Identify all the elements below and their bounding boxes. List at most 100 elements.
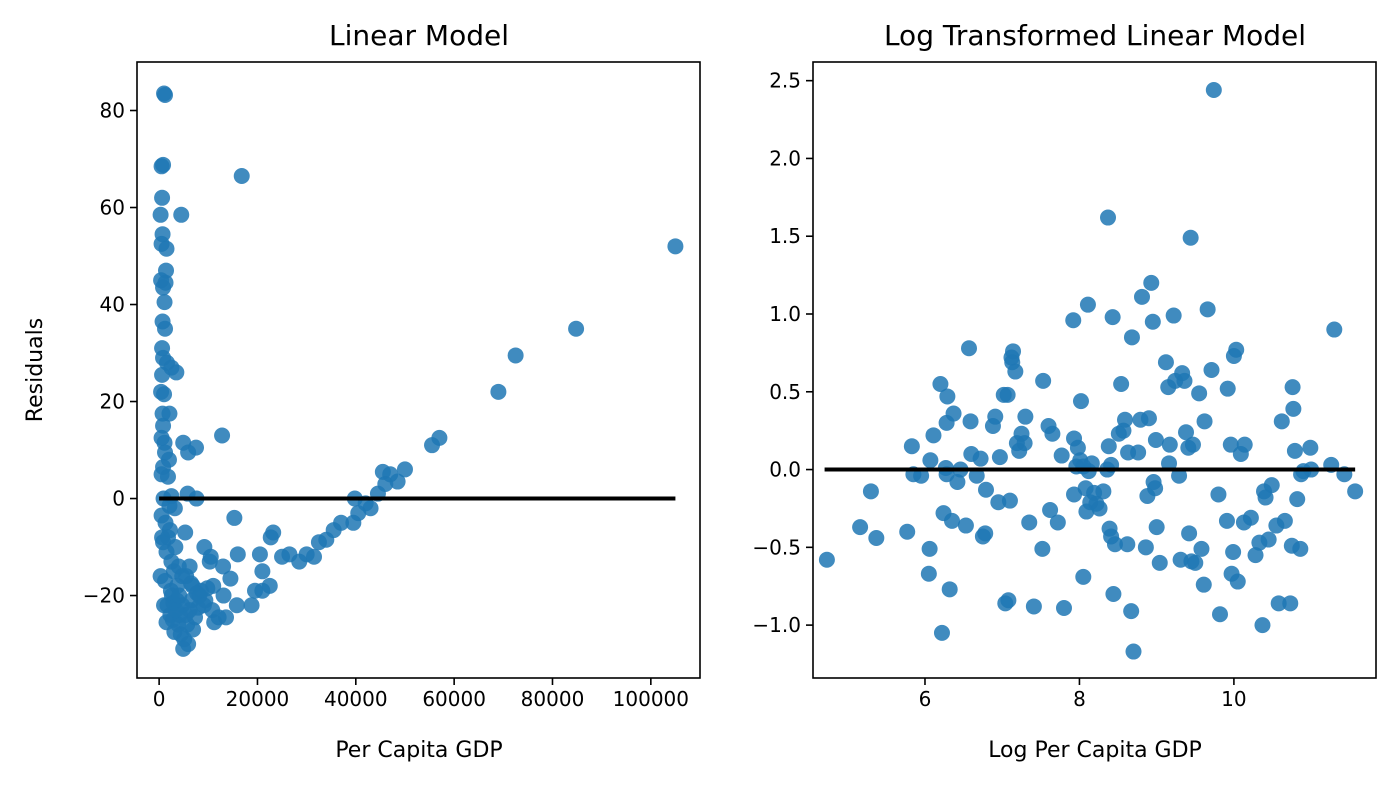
data-point [1147, 432, 1164, 448]
data-point [1157, 354, 1174, 371]
data-point [1016, 435, 1033, 452]
data-point [156, 294, 173, 311]
data-point [1000, 592, 1017, 609]
data-point [939, 388, 956, 405]
y-tick-label: 1.0 [769, 302, 801, 326]
x-tick-label: 20000 [226, 687, 290, 711]
data-point [1205, 82, 1222, 98]
data-point [1242, 509, 1259, 526]
data-point [1044, 425, 1061, 442]
data-point [1095, 483, 1112, 500]
y-tick-label: −0.5 [752, 535, 801, 559]
data-point [1228, 341, 1245, 358]
y-tick-label: −1.0 [752, 613, 801, 637]
data-point [154, 189, 171, 206]
data-point [1049, 514, 1066, 531]
data-point [913, 467, 930, 484]
data-point [1254, 617, 1271, 634]
data-point [157, 320, 174, 337]
y-tick-label: 2.5 [769, 69, 801, 93]
data-point [949, 474, 966, 490]
x-axis-label: Log Per Capita GDP [988, 738, 1202, 763]
data-point [1165, 307, 1182, 324]
data-point [991, 449, 1008, 466]
log-linear-model-panel: Log Transformed Linear Model Log Per Cap… [752, 19, 1377, 763]
data-point [243, 597, 260, 614]
data-point [201, 553, 218, 570]
data-point [396, 461, 413, 478]
data-point [1276, 512, 1293, 529]
data-point [1113, 376, 1130, 392]
data-point [215, 587, 232, 604]
data-point [333, 514, 350, 531]
data-point [171, 587, 188, 604]
data-point [1091, 500, 1108, 517]
data-point [903, 438, 920, 455]
data-point [229, 546, 246, 563]
data-point [1347, 483, 1364, 500]
data-point [1210, 486, 1227, 503]
data-point [1284, 379, 1301, 396]
data-point [233, 167, 250, 184]
data-point [944, 512, 961, 529]
data-point [1225, 544, 1242, 560]
data-point [957, 517, 974, 534]
y-tick-label: −20 [83, 584, 125, 608]
x-tick-label: 0 [153, 687, 166, 711]
data-point [1176, 372, 1193, 389]
data-point [1229, 573, 1246, 590]
data-point [920, 565, 937, 582]
axis-ticks: 6 8 10 −1.0 −0.5 0.0 0.5 1.0 1.5 2.0 2.5 [752, 69, 1246, 711]
x-axis-label: Per Capita GDP [335, 738, 502, 763]
y-tick-label: 20 [100, 390, 125, 414]
data-point [667, 238, 684, 255]
data-point [1007, 363, 1024, 380]
data-point [389, 473, 406, 490]
data-point [932, 376, 949, 392]
data-point [868, 530, 885, 546]
data-point [215, 558, 232, 575]
y-tick-label: 0.5 [769, 380, 801, 404]
axis-ticks: 0 20000 40000 60000 80000 100000 −20 0 20 40 60 80 [83, 99, 689, 711]
data-point [1203, 362, 1220, 378]
data-point [159, 529, 176, 546]
data-point [181, 558, 198, 575]
plot-frame [812, 61, 1377, 679]
data-point [941, 581, 958, 598]
data-point [1133, 288, 1150, 305]
y-tick-label: 40 [100, 293, 125, 317]
data-point [1199, 301, 1216, 318]
x-tick-label: 40000 [324, 687, 388, 711]
data-point [1326, 321, 1343, 338]
data-point [925, 427, 942, 444]
data-point [1143, 274, 1160, 291]
data-point [1286, 442, 1303, 459]
data-point [1065, 312, 1082, 329]
data-point [1182, 229, 1199, 246]
data-point [1137, 539, 1154, 556]
data-point [228, 597, 245, 614]
data-point [265, 524, 282, 541]
data-point [1053, 447, 1070, 464]
data-point [1257, 489, 1274, 506]
data-point [972, 450, 989, 467]
data-point [1140, 410, 1157, 427]
data-point [1035, 372, 1052, 389]
data-point [1100, 438, 1117, 455]
data-point [490, 383, 507, 400]
y-tick-label: 2.0 [769, 146, 801, 170]
data-point [155, 417, 172, 434]
data-point [1144, 313, 1161, 330]
data-point [157, 86, 174, 103]
data-point [818, 551, 835, 568]
data-point [1218, 512, 1235, 529]
data-point [1034, 540, 1051, 557]
y-axis-label: Residuals [23, 318, 48, 422]
data-point [862, 483, 879, 500]
data-point [921, 540, 938, 557]
data-point [156, 386, 173, 403]
data-point [206, 614, 223, 631]
data-point [155, 156, 172, 173]
data-point [173, 206, 190, 223]
